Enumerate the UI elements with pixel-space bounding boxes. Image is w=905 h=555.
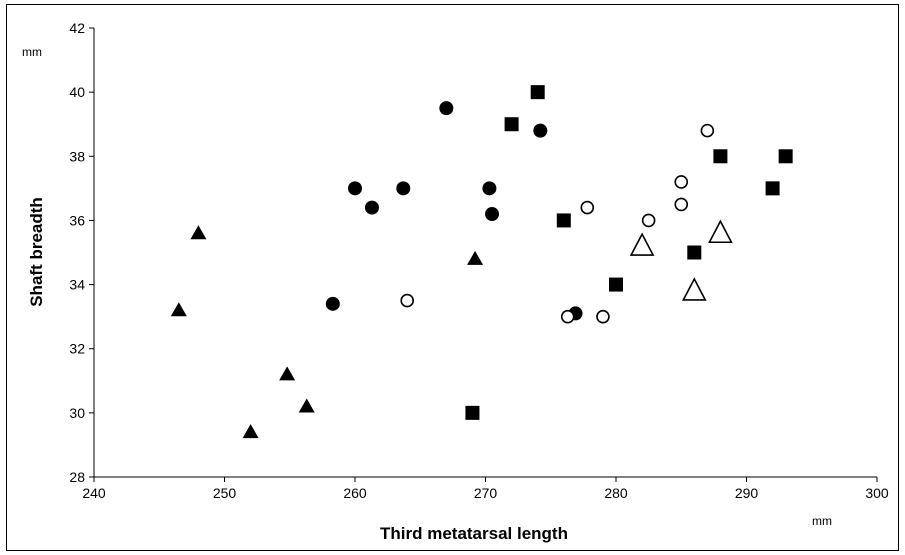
- y-tick-label: 34: [69, 277, 85, 293]
- open-circle-point: [560, 309, 575, 324]
- x-tick-label: 250: [213, 485, 237, 501]
- filled-square-point: [609, 277, 623, 292]
- y-tick-label: 30: [69, 405, 85, 421]
- open-circle-point: [580, 200, 595, 215]
- filled-square-point: [504, 117, 519, 132]
- filled-circle-point: [482, 181, 497, 196]
- x-tick-label: 270: [474, 485, 498, 501]
- open-circle-point: [674, 175, 689, 189]
- open-circle-point: [400, 293, 415, 308]
- open-triangle-point: [629, 232, 655, 256]
- ticks: 240 250 260 270 280 290 300 28 30 32 34 36 38 40 42: [69, 20, 888, 501]
- y-tick-label: 42: [69, 20, 85, 36]
- chart-frame: [6, 4, 899, 551]
- y-tick-label: 38: [69, 148, 85, 164]
- x-tick-label: 280: [604, 485, 628, 501]
- filled-square-point: [713, 149, 728, 164]
- y-tick-label: 28: [69, 469, 85, 485]
- filled-circle-point: [364, 200, 379, 215]
- filled-triangle-point: [190, 225, 207, 240]
- filled-triangle-point: [242, 424, 259, 439]
- y-unit-label: mm: [22, 45, 42, 59]
- filled-square-point: [465, 405, 480, 420]
- open-circle-point: [641, 213, 656, 228]
- open-circle-point: [596, 309, 610, 324]
- filled-square-point: [556, 213, 571, 228]
- open-triangle-point: [681, 277, 707, 301]
- y-tick-label: 32: [69, 341, 85, 357]
- filled-circle-point: [533, 123, 548, 138]
- filled-square-point: [687, 245, 702, 260]
- filled-triangle-point: [170, 302, 187, 317]
- x-tick-label: 300: [865, 485, 889, 501]
- x-unit-label: mm: [812, 514, 832, 528]
- filled-square-point: [765, 181, 780, 196]
- x-axis-title: Third metatarsal length: [380, 524, 568, 543]
- filled-triangle-point: [467, 250, 484, 265]
- open-triangle-point: [708, 219, 733, 244]
- filled-circle-point: [396, 181, 411, 196]
- filled-circle-point: [325, 296, 340, 311]
- filled-circle-point: [439, 101, 454, 116]
- open-circle-point: [674, 197, 689, 212]
- open-circle-point: [700, 123, 715, 138]
- filled-circle-point: [485, 207, 500, 222]
- x-tick-label: 290: [735, 485, 759, 501]
- filled-circle-point: [348, 181, 362, 196]
- filled-triangle-point: [279, 366, 296, 381]
- filled-square-point: [530, 85, 545, 100]
- x-tick-label: 240: [82, 485, 106, 501]
- y-axis-title: Shaft breadth: [27, 197, 46, 307]
- data-points: [170, 85, 793, 439]
- axes: [93, 28, 877, 478]
- x-tick-label: 260: [343, 485, 367, 501]
- filled-square-point: [778, 149, 793, 164]
- filled-triangle-point: [298, 398, 315, 413]
- y-tick-label: 36: [69, 212, 85, 228]
- y-tick-label: 40: [69, 84, 85, 100]
